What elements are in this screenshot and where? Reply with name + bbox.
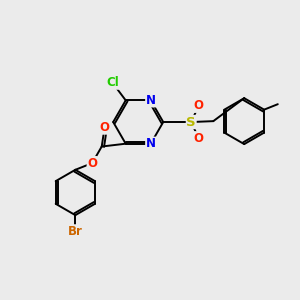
Text: O: O <box>194 99 204 112</box>
Text: Cl: Cl <box>106 76 119 89</box>
Text: N: N <box>146 137 156 150</box>
Text: N: N <box>146 94 156 107</box>
Text: O: O <box>87 157 97 169</box>
Text: O: O <box>194 132 204 145</box>
Text: S: S <box>186 116 196 128</box>
Text: O: O <box>100 121 110 134</box>
Text: Br: Br <box>68 225 83 238</box>
